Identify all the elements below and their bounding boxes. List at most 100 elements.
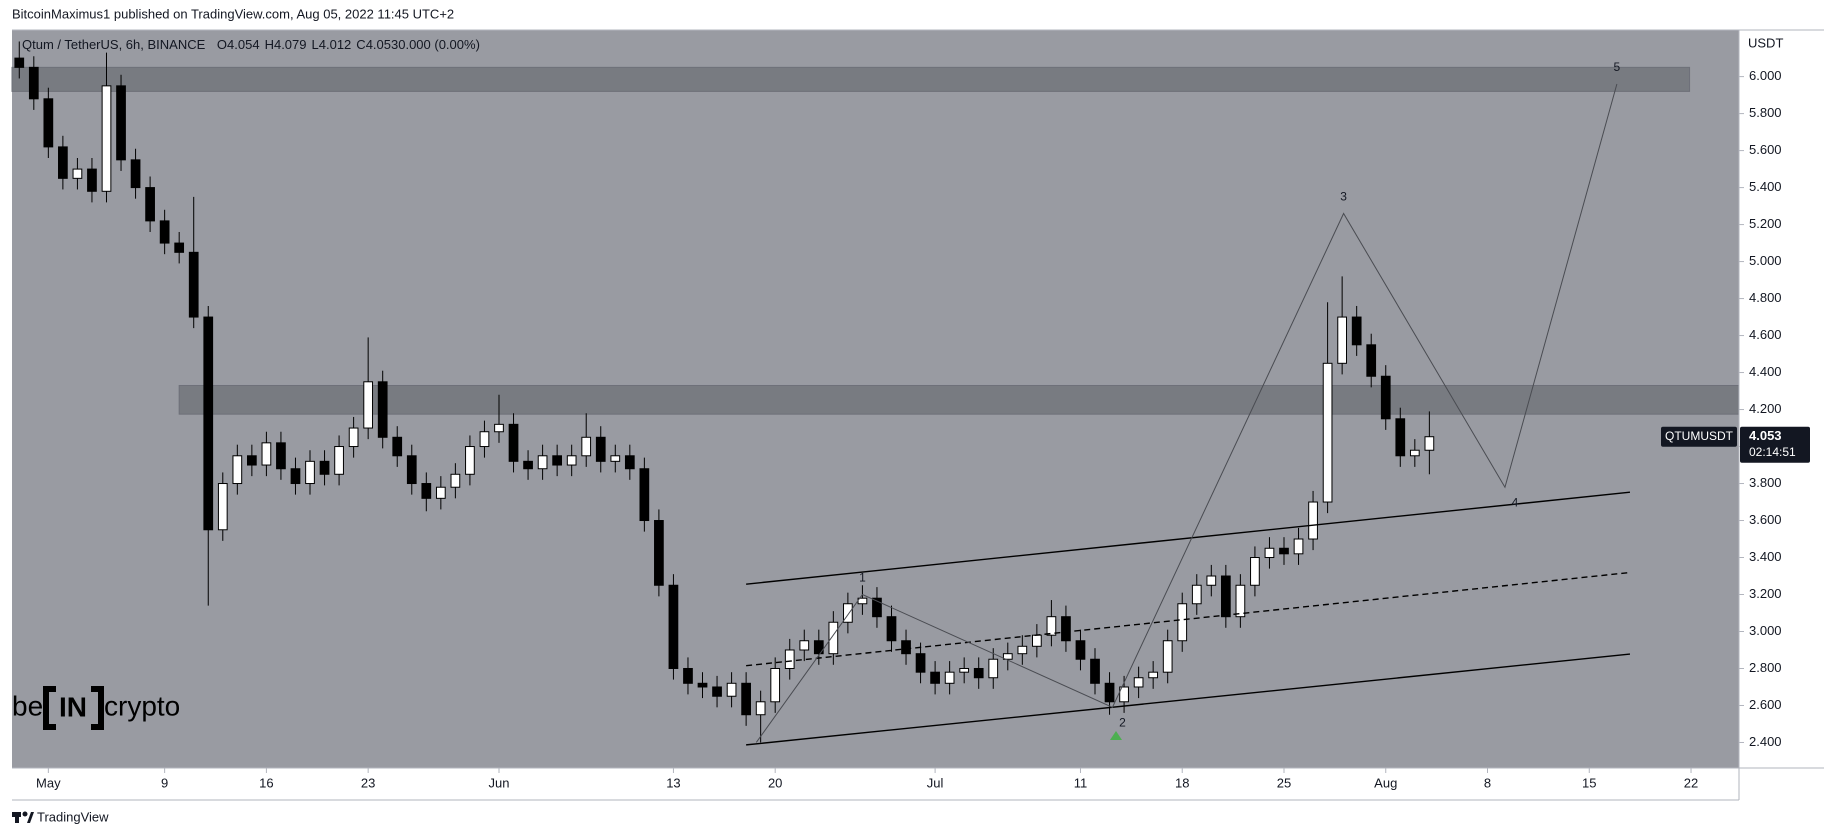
candle-body: [581, 436, 592, 457]
candle-body: [828, 621, 839, 655]
candle-body: [174, 242, 185, 253]
candle-body: [959, 667, 970, 673]
candle-body: [1250, 557, 1260, 586]
candle-body: [261, 442, 272, 466]
signal-arrow: [1110, 731, 1122, 740]
candle-body: [276, 442, 286, 470]
legend-title: Qtum / TetherUS, 6h, BINANCE: [22, 37, 206, 52]
candle-body: [1002, 653, 1013, 660]
watermark: be IN crypto: [12, 686, 180, 730]
y-tick-label: 4.200: [1749, 401, 1782, 416]
price-axis-unit: USDT: [1748, 35, 1783, 50]
footer-brand: TradingView: [37, 809, 109, 824]
price-tag-value: 4.053: [1749, 428, 1782, 443]
resistance-zone: [178, 384, 1740, 415]
candle-body: [145, 187, 155, 222]
candle-body: [72, 168, 83, 179]
watermark-brackets: [43, 686, 104, 730]
candle-body: [363, 381, 374, 429]
symbol-tag: [1661, 426, 1737, 447]
candle-body: [523, 460, 533, 470]
candle-body: [639, 468, 650, 522]
candle-body: [1264, 547, 1275, 559]
candle-body: [1119, 686, 1129, 703]
candle-body: [566, 455, 577, 466]
legend: Qtum / TetherUS, 6h, BINANCE O4.054 H4.07…: [22, 37, 480, 52]
x-tick-label: 25: [1277, 775, 1291, 790]
candle-body: [159, 220, 170, 244]
candle-body: [392, 436, 403, 457]
candle-body: [1177, 603, 1188, 642]
price-tag-countdown: 02:14:51: [1749, 445, 1796, 459]
candle-body: [348, 427, 359, 448]
candles: [14, 41, 1435, 743]
y-tick-label: 2.400: [1749, 734, 1782, 749]
y-tick-label: 5.600: [1749, 142, 1782, 157]
legend-key: O: [217, 37, 227, 52]
candle-body: [1090, 658, 1100, 684]
candle-body: [508, 423, 519, 462]
candle-body: [1075, 640, 1086, 660]
candle-body: [843, 603, 853, 623]
candle-body: [1424, 436, 1435, 451]
candle-body: [1191, 584, 1202, 605]
drawings: 1 2 3 4 5: [746, 60, 1631, 746]
channel-line: [746, 653, 1631, 746]
y-tick-label: 5.000: [1749, 253, 1782, 268]
channel-line: [746, 491, 1631, 585]
candle-body: [1409, 449, 1420, 457]
x-tick-label: 16: [259, 775, 273, 790]
candle-body: [944, 671, 955, 684]
y-tick-label: 4.400: [1749, 364, 1782, 379]
candle-body: [116, 85, 126, 161]
x-tick-label: 20: [768, 775, 782, 790]
candle-body: [1162, 640, 1173, 673]
candle-body: [188, 251, 199, 318]
x-tick-label: 8: [1484, 775, 1491, 790]
candle-body: [901, 640, 911, 655]
candle-body: [1308, 501, 1318, 540]
candle-body: [421, 483, 432, 499]
x-tick-label: Aug: [1374, 775, 1397, 790]
candle-body: [305, 460, 315, 485]
candle-body: [552, 455, 562, 466]
y-tick-label: 2.800: [1749, 660, 1782, 675]
y-tick-label: 3.600: [1749, 512, 1782, 527]
y-tick-label: 4.800: [1749, 290, 1782, 305]
candle-body: [1380, 375, 1391, 420]
candle-body: [741, 682, 751, 716]
candle-body: [232, 455, 243, 485]
candle-body: [537, 455, 548, 470]
candle-body: [1220, 575, 1231, 618]
y-tick-label: 5.200: [1749, 216, 1782, 231]
candle-body: [930, 671, 940, 684]
legend-key: C: [356, 37, 365, 52]
candle-body: [799, 640, 810, 651]
resistance-zone: [11, 66, 1691, 92]
candle-body: [1293, 538, 1304, 555]
candle-body: [290, 468, 301, 485]
candle-body: [465, 446, 475, 475]
x-tick-label: 15: [1582, 775, 1596, 790]
wave-label: 2: [1119, 716, 1126, 730]
candle-body: [450, 473, 461, 488]
x-tick-label: 13: [666, 775, 680, 790]
x-tick-label: Jul: [927, 775, 944, 790]
candle-body: [712, 686, 722, 697]
candle-body: [1322, 362, 1333, 503]
x-tick-label: May: [36, 775, 61, 790]
y-tick-label: 4.600: [1749, 327, 1782, 342]
candle-body: [247, 455, 257, 466]
candle-body: [784, 649, 795, 669]
legend-value: 0.000 (0.00%): [398, 37, 480, 52]
wave-count: [755, 83, 1618, 743]
y-tick-label: 6.000: [1749, 68, 1782, 83]
candle-body: [479, 431, 490, 448]
y-tick-label: 3.200: [1749, 586, 1782, 601]
candle-body: [654, 520, 664, 586]
price-tag: [1740, 426, 1810, 463]
candle-body: [595, 436, 606, 462]
candle-body: [14, 57, 25, 68]
candle-body: [1206, 575, 1217, 586]
candle-body: [101, 85, 112, 192]
